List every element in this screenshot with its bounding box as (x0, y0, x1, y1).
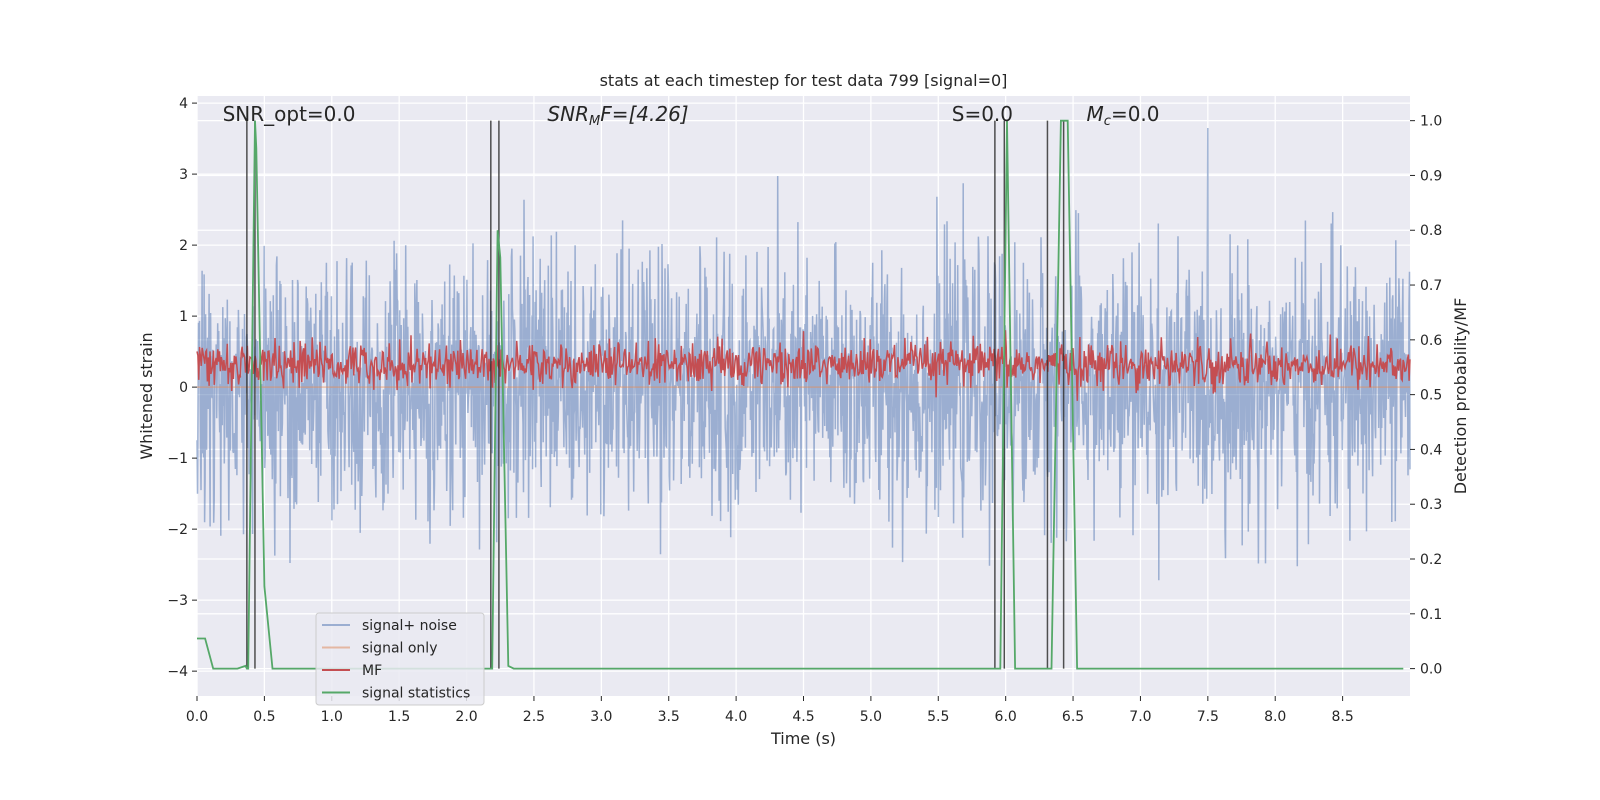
annotation-snr-mf-base: SNR (547, 102, 589, 126)
x-tick-label-17: 8.5 (1331, 709, 1353, 725)
x-tick-label-15: 7.5 (1197, 709, 1219, 725)
y-tick-label-1: −3 (167, 593, 188, 609)
x-tick-label-6: 3.0 (590, 709, 612, 725)
x-tick-label-12: 6.0 (995, 709, 1017, 725)
y-tick-label-5: 1 (179, 309, 188, 325)
x-tick-label-7: 3.5 (658, 709, 680, 725)
y-right-tick-label-6: 0.6 (1420, 333, 1442, 349)
legend-label-signal-statistics: signal statistics (362, 686, 470, 702)
y-right-tick-label-7: 0.7 (1420, 278, 1442, 294)
legend-label-signal-only: signal only (362, 641, 437, 657)
x-tick-label-11: 5.5 (927, 709, 949, 725)
x-tick-label-4: 2.0 (455, 709, 477, 725)
y-tick-label-7: 3 (179, 167, 188, 183)
x-tick-label-2: 1.0 (321, 709, 343, 725)
y-right-tick-label-2: 0.2 (1420, 552, 1442, 568)
x-axis-label: Time (s) (770, 729, 836, 748)
y-right-tick-label-4: 0.4 (1420, 442, 1442, 458)
legend: signal+ noise signal only MF signal stat… (315, 612, 485, 706)
annotation-mc-base: M (1087, 102, 1104, 126)
x-tick-label-3: 1.5 (388, 709, 410, 725)
y-tick-label-2: −2 (167, 522, 188, 538)
y-tick-label-6: 2 (179, 238, 188, 254)
annotation-mc-sub: c (1104, 114, 1111, 129)
y-tick-label-3: −1 (167, 451, 188, 467)
annotation-snr-mf: SNRMF=[4.26] (547, 102, 688, 129)
x-tick-label-14: 7.0 (1129, 709, 1151, 725)
y-axis-label-right: Detection probability/MF (1451, 298, 1470, 495)
y-axis-label: Whitened strain (137, 332, 156, 459)
annotation-snr-opt: SNR_opt=0.0 (223, 102, 356, 126)
x-tick-label-9: 4.5 (792, 709, 814, 725)
y-tick-label-4: 0 (179, 380, 188, 396)
annotation-snr-mf-sub: M (589, 114, 600, 129)
series-mf (196, 330, 1411, 401)
annotation-mc-tail: =0.0 (1111, 102, 1160, 126)
y-right-tick-label-1: 0.1 (1420, 607, 1442, 623)
x-axis-ticks: 0.0 0.5 1.0 1.5 2.0 2.5 3.0 3.5 4.0 4.5 5.0 5.5 6.0 6… (186, 696, 1354, 725)
annotation-s: S=0.0 (952, 102, 1013, 126)
legend-label-mf: MF (362, 663, 382, 679)
x-tick-label-16: 8.0 (1264, 709, 1286, 725)
x-tick-label-10: 5.0 (860, 709, 882, 725)
legend-label-signal-noise: signal+ noise (362, 618, 457, 634)
x-tick-label-13: 6.5 (1062, 709, 1084, 725)
y-right-tick-label-0: 0.0 (1420, 662, 1442, 678)
x-tick-label-0: 0.0 (186, 709, 208, 725)
y-right-tick-label-5: 0.5 (1420, 388, 1442, 404)
y-right-tick-label-10: 1.0 (1420, 114, 1442, 130)
signal-statistics-line (197, 119, 1404, 670)
x-tick-label-5: 2.5 (523, 709, 545, 725)
y-right-tick-label-3: 0.3 (1420, 497, 1442, 513)
series-signal-statistics (197, 119, 1404, 670)
y-right-tick-label-8: 0.8 (1420, 223, 1442, 239)
annotation-mc: Mc=0.0 (1087, 102, 1160, 129)
annotation-snr-mf-tail: F=[4.26] (600, 102, 688, 126)
y-axis-ticks-left: −4 −3 −2 −1 0 1 2 3 4 (167, 96, 197, 680)
chart-title: stats at each timestep for test data 799… (600, 71, 1008, 90)
y-tick-label-8: 4 (179, 96, 188, 112)
x-tick-label-8: 4.0 (725, 709, 747, 725)
y-right-tick-label-9: 0.9 (1420, 168, 1442, 184)
y-tick-label-0: −4 (167, 664, 188, 680)
x-tick-label-1: 0.5 (253, 709, 275, 725)
mf-line (196, 330, 1411, 401)
y-axis-ticks-right: 0.0 0.1 0.2 0.3 0.4 0.5 0.6 0.7 0.8 0.9 1.0 (1410, 114, 1442, 678)
legend-box (315, 612, 485, 706)
